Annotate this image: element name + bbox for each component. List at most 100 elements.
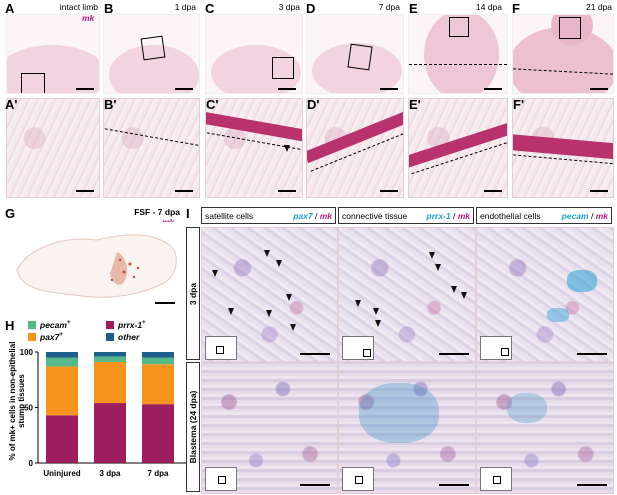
orientation-inset (480, 467, 512, 491)
arrowhead (284, 145, 290, 152)
arrowhead (435, 264, 441, 271)
i-blastema-satellite-image (201, 362, 338, 494)
x-tick-label: 7 dpa (148, 469, 169, 478)
panel-letter: C (205, 1, 215, 16)
prrx1-signal (359, 383, 439, 443)
panel-letter: A (5, 1, 15, 16)
i-3dpa-satellite-image (201, 227, 338, 362)
panel-letter: E (409, 1, 418, 16)
legend-swatch (28, 333, 36, 341)
x-tick-label: 3 dpa (100, 469, 121, 478)
scale-bar (76, 190, 94, 192)
zoom-box (347, 43, 373, 71)
panel-letter: D' (307, 97, 320, 112)
legend-label: pecam+ (40, 320, 71, 330)
scale-bar (577, 484, 607, 486)
wound-epidermis-layer (409, 122, 507, 168)
bar-segment (46, 415, 78, 463)
panel-caption: 7 dpa (378, 2, 400, 12)
panel-caption: 1 dpa (174, 2, 196, 12)
legend-label: other (118, 332, 140, 342)
panel-f-prime-image (512, 98, 614, 198)
panel-letter: F (512, 1, 520, 16)
orientation-inset (205, 336, 237, 360)
orientation-inset (480, 336, 512, 360)
legend-swatch (28, 321, 36, 329)
pecam-signal (507, 393, 547, 423)
arrowhead (461, 292, 467, 299)
panel-e-overview (408, 14, 508, 94)
i-3dpa-endothelial-image (476, 227, 614, 362)
column-header-endothelial: endothelial cells pecam / mk (476, 207, 612, 224)
row-label-blastema: Blastema (24 dpa) (186, 362, 200, 492)
arrowhead (264, 250, 270, 257)
panel-c-overview (205, 14, 303, 94)
bar-segment (142, 364, 174, 405)
column-header-satellite: satellite cells pax7 / mk (201, 207, 336, 224)
wound-epidermis-layer (206, 111, 302, 143)
scale-bar (175, 190, 193, 192)
row-label-3dpa: 3 dpa (186, 227, 200, 360)
scale-bar (300, 353, 330, 355)
arrowhead (266, 310, 272, 317)
pecam-signal (567, 270, 597, 292)
pecam-signal (547, 308, 569, 322)
panel-caption: 3 dpa (278, 2, 300, 12)
scale-bar (439, 353, 469, 355)
epidermis-boundary-line (104, 128, 199, 147)
arrowhead (228, 308, 234, 315)
zoom-box (140, 35, 166, 61)
panel-e-prime-image (408, 98, 508, 198)
scale-bar (484, 88, 502, 90)
panel-d-overview (306, 14, 404, 94)
panel-b-prime-image (103, 98, 200, 198)
panel-caption: intact limb (59, 2, 98, 12)
scale-bar (175, 88, 193, 90)
panel-f-overview (512, 14, 614, 94)
zoom-box (449, 17, 469, 37)
scale-bar (590, 190, 608, 192)
y-tick-label: 100 (20, 348, 34, 357)
panel-d-prime-image (306, 98, 404, 198)
panel-letter: H (5, 318, 15, 333)
zoom-box (559, 17, 581, 39)
y-tick-label: 50 (24, 404, 33, 413)
fsf-section-outline (16, 234, 177, 298)
wound-epidermis-layer (307, 110, 403, 164)
i-3dpa-connective-image (338, 227, 476, 362)
panel-letter: E' (409, 97, 421, 112)
bar-segment (142, 404, 174, 463)
legend-swatch (106, 333, 114, 341)
bar-segment (46, 366, 78, 416)
legend-swatch (106, 321, 114, 329)
orientation-inset (342, 467, 374, 491)
panel-letter: B' (104, 97, 117, 112)
stacked-bar-chart: 0 50 100 Uninjured 3 dpa 7 dpa (20, 348, 190, 478)
scale-bar (590, 88, 608, 90)
arrowhead (375, 320, 381, 327)
scale-bar (300, 484, 330, 486)
arrowhead (276, 260, 282, 267)
orientation-inset (342, 336, 374, 360)
scale-bar (577, 353, 607, 355)
panel-caption: 14 dpa (476, 2, 502, 12)
zoom-box (272, 57, 294, 79)
scale-bar (278, 88, 296, 90)
panel-letter: I (186, 206, 190, 221)
legend-label: prrx-1+ (118, 320, 146, 330)
scale-bar (76, 88, 94, 90)
legend-label: pax7+ (40, 332, 63, 342)
scale-bar (439, 484, 469, 486)
panel-a-prime-image (6, 98, 100, 198)
arrowhead (290, 324, 296, 331)
panel-b-overview (103, 14, 200, 94)
bar-segment (46, 352, 78, 358)
panel-caption: 21 dpa (586, 2, 612, 12)
panel-letter: C' (206, 97, 219, 112)
panel-letter: B (104, 1, 114, 16)
bar-segment (46, 357, 78, 367)
bar-segment (142, 352, 174, 358)
bar-segment (94, 403, 126, 463)
probe-label: mk (82, 13, 95, 23)
column-header-connective: connective tissue prrx-1 / mk (338, 207, 474, 224)
